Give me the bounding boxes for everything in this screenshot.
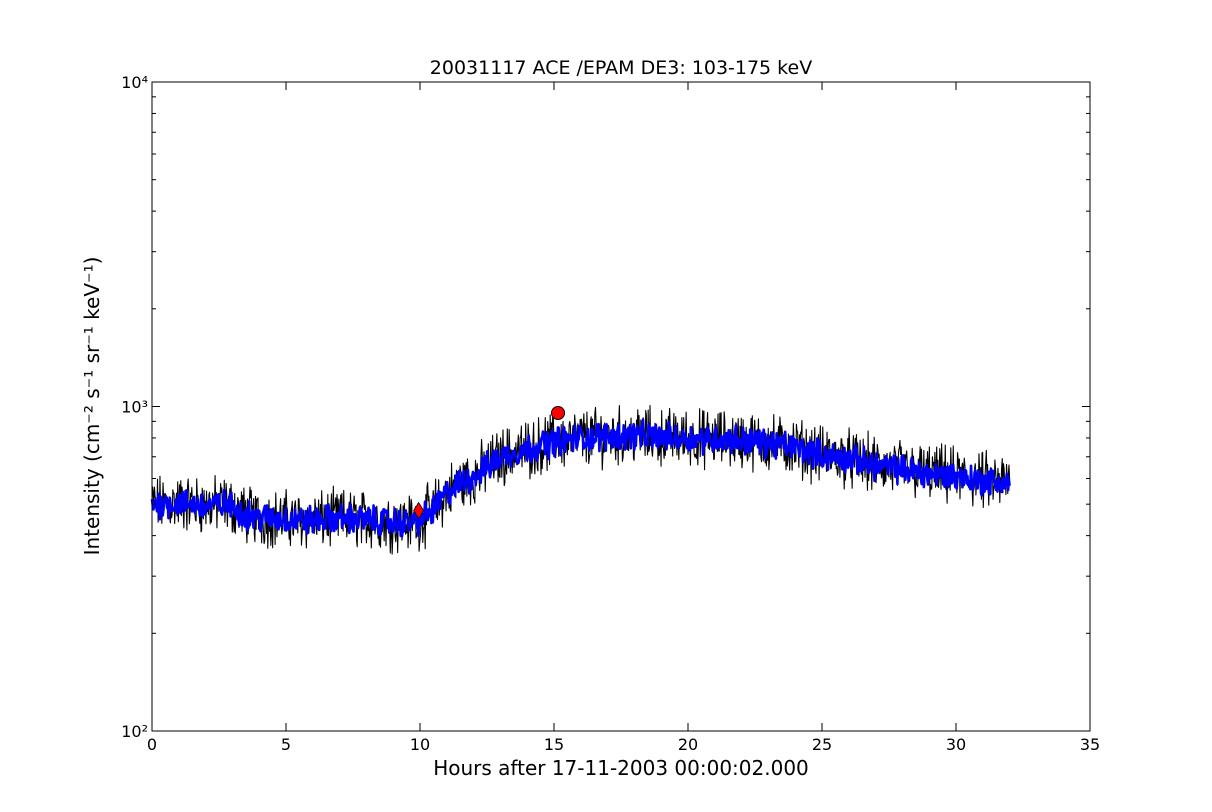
x-tick-label: 5 [281,735,291,754]
y-tick-label: 10² [121,722,148,741]
y-tick-label: 10⁴ [121,73,148,92]
x-tick-label: 35 [1080,735,1100,754]
x-tick-label: 15 [544,735,564,754]
x-tick-label: 10 [410,735,430,754]
tick-layer: 0 5 10 15 20 25 30 35 10² 10³ 10⁴ [121,73,1100,754]
y-axis-label: Intensity (cm⁻² s⁻¹ sr⁻¹ keV⁻¹) [80,257,104,556]
peak-marker [551,405,566,420]
marker-layer [413,405,566,520]
series-layer [150,404,1011,555]
chart-title: 20031117 ACE /EPAM DE3: 103-175 keV [430,57,812,79]
onset-marker [413,501,425,520]
x-tick-label: 0 [147,735,157,754]
plot-frame [151,81,1091,732]
x-axis-label: Hours after 17-11-2003 00:00:02.000 [433,756,809,780]
x-tick-label: 25 [812,735,832,754]
smoothed-intensity-line [150,418,1011,538]
x-tick-label: 30 [946,735,966,754]
x-tick-label: 20 [678,735,698,754]
y-tick-label: 10³ [121,398,148,417]
